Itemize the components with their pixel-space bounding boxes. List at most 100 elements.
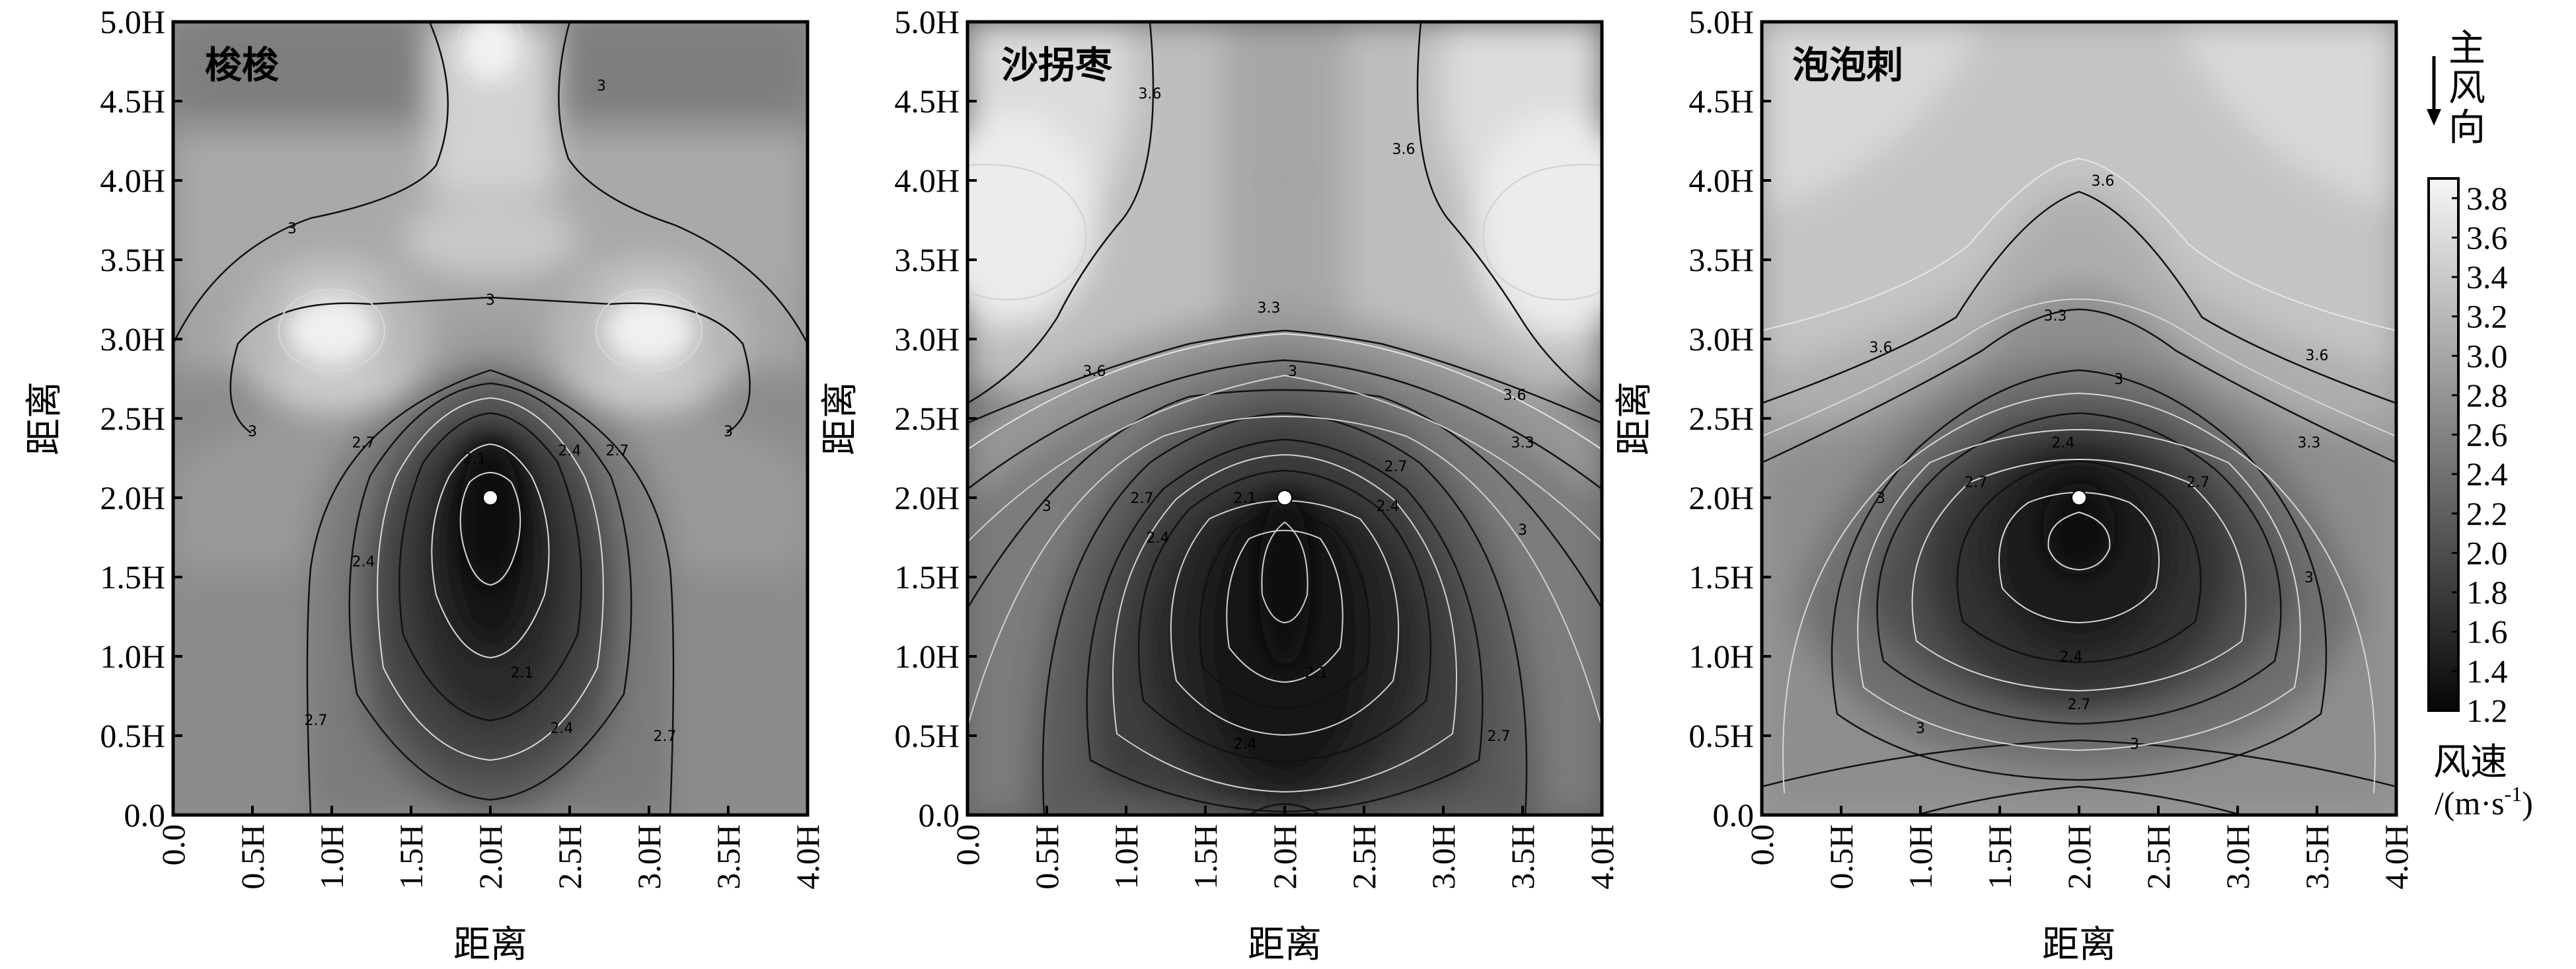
panel-3-ytick-label: 4.5H [1688,83,1754,120]
panel-3-contour-label: 3.6 [1870,340,1893,356]
panel-3-xtick-label: 2.0H [2061,824,2098,890]
panel-1-ytick-label: 1.0H [100,638,165,675]
panel-1-xtick-label: 1.5H [393,824,430,890]
panel-3-contour-label: 2.7 [2068,697,2091,713]
panel-3-contour-label: 2.7 [1965,475,1988,491]
panel-1-xtick-label: 0.0 [155,824,192,866]
colorbar-tick-label: 3.0 [2466,337,2508,374]
panel-1-ytick-label: 0.5H [100,717,165,754]
panel-1-xlabel: 距离 [453,923,527,966]
panel-3-ytick-label: 0.5H [1688,717,1754,754]
panel-2-xtick-label: 3.5H [1504,824,1541,890]
panel-1-contour-label: 2.4 [558,443,582,459]
colorbar-unit: /(m·s-1) [2435,782,2533,822]
colorbar: 3.83.63.43.23.02.82.62.42.22.01.81.61.41… [2427,177,2533,822]
panel-1-contour-label: 2.4 [352,554,375,570]
colorbar-tick-label: 2.4 [2466,455,2508,492]
panel-1-contour-label: 3 [597,78,606,95]
panel-2-xtick-label: 0.0 [949,824,986,866]
panel-2-contour-label: 2.7 [1384,459,1408,475]
wind-char-1: 主 [2448,27,2485,70]
wind-char-2: 风 [2448,67,2485,110]
panel-2-ticks: 0.0 0.5H 1.0H 1.5H 2.0H 2.5H 3.0H 3.5H 4.0H 4.5H 5… [894,3,1620,890]
panel-3-xtick-label: 3.0H [2219,824,2256,890]
panel-2-plant-marker [1277,490,1293,506]
wind-char-3: 向 [2448,106,2485,149]
colorbar-ramp [2429,178,2458,711]
panel-3-ytick-label: 5.0H [1688,3,1754,40]
panel-1-xtick-label: 2.0H [472,824,509,890]
panel-2-contour-label: 2.4 [1234,736,1257,753]
panel-1-ytick-label: 0.0 [124,796,166,833]
panel-2: 3.6 3.6 3.6 3.6 3.3 3.3 3 3 3 2.7 2.7 2.7 2.4 2.4 2.1 2… [894,3,1620,890]
panel-1-contour-label: 2.7 [305,713,328,729]
panel-1-contour-label: 3 [248,424,257,440]
panel-1-xtick-label: 1.0H [313,824,350,890]
panel-3-ytick-label: 1.5H [1688,559,1754,596]
panel-2-xtick-label: 2.0H [1266,824,1303,890]
panel-2-ytick-label: 4.0H [894,162,960,199]
panel-1-ytick-label: 4.5H [100,83,165,120]
panel-3-ytick-label: 2.0H [1688,479,1754,516]
panel-3-field [1762,22,2396,815]
panel-1-xtick-label: 2.5H [551,824,588,890]
panel-1-contour-label: 3 [287,221,297,237]
panel-2-contour-label: 3.6 [1392,141,1416,158]
panel-3-xtick-label: 1.0H [1902,824,1939,890]
panel-3-ytick-label: 4.0H [1688,162,1754,199]
panel-2-contour-labels: 3.6 3.6 3.6 3.6 3.3 3.3 3 3 3 2.7 2.7 2.7 2.4 2.4 2.1 2… [1042,86,1534,753]
panel-3-contour-label: 3 [2304,570,2314,586]
panel-1-ytick-label: 3.5H [100,241,165,278]
panel-3-contour-label: 3.6 [2306,348,2329,364]
panel-3-xlabel: 距离 [2042,923,2116,966]
panel-3-xtick-label: 0.5H [1823,824,1860,890]
panel-2-xlabel: 距离 [1248,923,1322,966]
down-arrow-icon [2427,56,2441,126]
panel-2-ytick-label: 4.5H [894,83,960,120]
panel-1-ytick-label: 4.0H [100,162,165,199]
panel-1-xtick-label: 3.0H [630,824,667,890]
panel-2-field [967,22,1602,815]
panel-2-xtick-label: 3.0H [1425,824,1462,890]
panel-2-contour-label: 2.7 [1131,490,1154,507]
panel-3-xtick-label: 3.5H [2298,824,2335,890]
panel-3-contour-label: 3.3 [2044,308,2067,325]
panel-3-contour-label: 2.7 [2187,475,2210,491]
colorbar-tick-label: 2.8 [2466,377,2508,414]
panel-3-xtick-label: 0.0 [1743,824,1780,866]
panel-1-contour-label: 2.7 [606,443,629,459]
panel-3-ytick-label: 3.0H [1688,321,1754,358]
panel-1-ytick-label: 3.0H [100,321,165,358]
panel-2-contour-label: 3 [1288,364,1297,380]
panel-2-contour-label: 3 [1042,498,1051,515]
panel-3-ytick-label: 2.5H [1688,400,1754,437]
panel-1-xtick-label: 0.5H [234,824,271,890]
panel-2-xtick-label: 4.0H [1583,824,1620,890]
colorbar-tick-label: 1.8 [2466,574,2508,611]
panel-2-contour-label: 2.1 [1305,665,1328,681]
panel-1-field [173,22,808,815]
axis-labels: 距离 距离 距离 距离 距离 距离 [23,381,2116,966]
colorbar-tick-label: 3.8 [2466,180,2508,217]
panel-1-contour-label: 2.1 [511,665,534,681]
panel-1-contour-label: 2.4 [550,720,574,737]
panel-3-xtick-label: 4.0H [2378,824,2415,890]
panel-1-xtick-label: 4.0H [789,824,826,890]
panel-2-contour-label: 3.6 [1083,364,1106,380]
panel-2-contour-label: 3.6 [1139,86,1162,102]
panel-1-plant-marker [482,490,498,506]
panel-3-ticks: 0.0 0.5H 1.0H 1.5H 2.0H 2.5H 3.0H 3.5H 4.0H 4.5H 5… [1688,3,2415,890]
panel-3-ytick-label: 3.5H [1688,241,1754,278]
panel-3-ytick-label: 0.0 [1713,796,1755,833]
colorbar-tick-label: 2.2 [2466,495,2508,532]
panel-2-contour-label: 2.7 [1488,728,1511,745]
colorbar-title: 风速 [2433,741,2507,784]
colorbar-tick-label: 2.6 [2466,416,2508,453]
colorbar-tick-label: 1.4 [2466,652,2508,689]
panel-3-contour-labels: 3.6 3.6 3.6 3.3 3.3 3 3 3 3 3 2.7 2.7 2.7 2.4 2.4 [1870,173,2329,753]
panel-2-contour-label: 2.4 [1377,498,1400,515]
panel-3-contour-label: 3 [1876,490,1885,507]
panel-3-xtick-label: 2.5H [2140,824,2177,890]
